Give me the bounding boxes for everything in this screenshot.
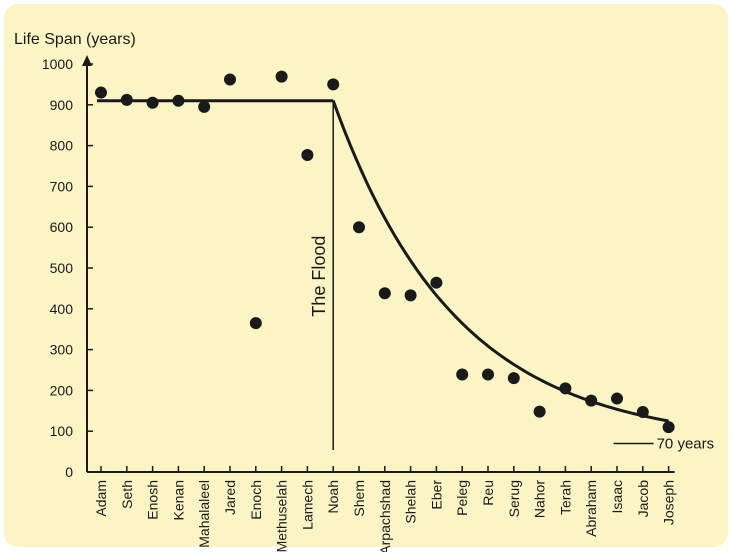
x-tick-label: Terah — [557, 480, 573, 515]
data-point-reu — [482, 368, 494, 381]
y-tick-label: 800 — [50, 138, 74, 154]
data-point-seth — [120, 93, 133, 106]
data-points — [95, 70, 675, 434]
seventy-years-label: 70 years — [657, 435, 715, 452]
data-point-nahor — [533, 405, 546, 418]
chart-axes — [82, 55, 675, 473]
x-tick-label: Jacob — [635, 480, 651, 518]
data-point-noah — [327, 78, 340, 91]
x-tick-label: Noah — [325, 480, 341, 513]
y-ticks: 0 100 200 300 400 500 600 700 800 900 1000 — [42, 56, 93, 480]
y-axis-label: Life Span (years) — [14, 31, 136, 48]
data-point-jared — [224, 73, 236, 86]
data-point-isaac — [611, 392, 623, 405]
data-point-eber — [430, 276, 443, 289]
x-tick-label: Lamech — [299, 480, 315, 530]
x-tick-label: Shem — [351, 480, 367, 517]
y-tick-label: 600 — [50, 219, 74, 235]
x-tick-label: Enoch — [248, 480, 264, 520]
data-point-arpachshad — [378, 287, 391, 300]
y-tick-label: 400 — [50, 301, 74, 317]
x-tick-label: Isaac — [609, 480, 625, 513]
data-point-adam — [95, 86, 107, 99]
trend-line — [97, 99, 669, 423]
x-tick-label: Arpachshad — [377, 480, 393, 552]
data-point-mahalaleel — [198, 100, 211, 113]
y-tick-label: 100 — [50, 423, 74, 439]
data-point-terah — [559, 382, 572, 395]
x-tick-label: Mahalaleel — [196, 480, 212, 548]
data-point-enosh — [146, 96, 159, 109]
data-point-lamech — [301, 148, 314, 161]
x-tick-labels: Adam Seth Enosh Kenan Mahalaleel Jared Enoch Me… — [93, 466, 677, 552]
y-tick-label: 1000 — [42, 56, 73, 72]
flood-label: The Flood — [309, 236, 329, 317]
data-point-joseph — [662, 421, 675, 434]
y-tick-label: 500 — [50, 260, 74, 276]
x-tick-label: Serug — [506, 480, 522, 517]
y-tick-label: 300 — [50, 342, 74, 358]
data-point-jacob — [636, 406, 649, 419]
x-tick-label: Shelah — [403, 480, 419, 524]
x-tick-label: Kenan — [170, 480, 186, 520]
decay-curve — [97, 99, 669, 423]
x-tick-label: Eber — [428, 480, 444, 510]
x-tick-label: Jared — [222, 480, 238, 515]
data-point-serug — [507, 372, 520, 385]
annotations: The Flood 70 years — [309, 100, 715, 452]
x-tick-label: Peleg — [454, 480, 470, 516]
x-tick-label: Adam — [93, 480, 109, 517]
data-point-peleg — [456, 368, 469, 381]
data-point-enoch — [249, 317, 262, 330]
x-tick-label: Reu — [480, 480, 496, 506]
y-tick-label: 0 — [65, 464, 73, 480]
data-point-abraham — [585, 394, 598, 407]
data-point-shem — [353, 221, 365, 234]
x-tick-label: Abraham — [583, 480, 599, 537]
y-tick-label: 200 — [50, 382, 74, 398]
y-tick-label: 900 — [50, 97, 74, 113]
x-tick-label: Nahor — [532, 480, 548, 518]
x-tick-label: Enosh — [145, 480, 161, 520]
y-tick-label: 700 — [50, 178, 74, 194]
data-point-shelah — [404, 289, 417, 302]
x-tick-label: Methuselah — [274, 480, 290, 552]
x-tick-label: Seth — [119, 480, 135, 509]
data-point-kenan — [172, 94, 185, 107]
data-point-methuselah — [275, 70, 288, 83]
x-tick-label: Joseph — [661, 480, 677, 525]
